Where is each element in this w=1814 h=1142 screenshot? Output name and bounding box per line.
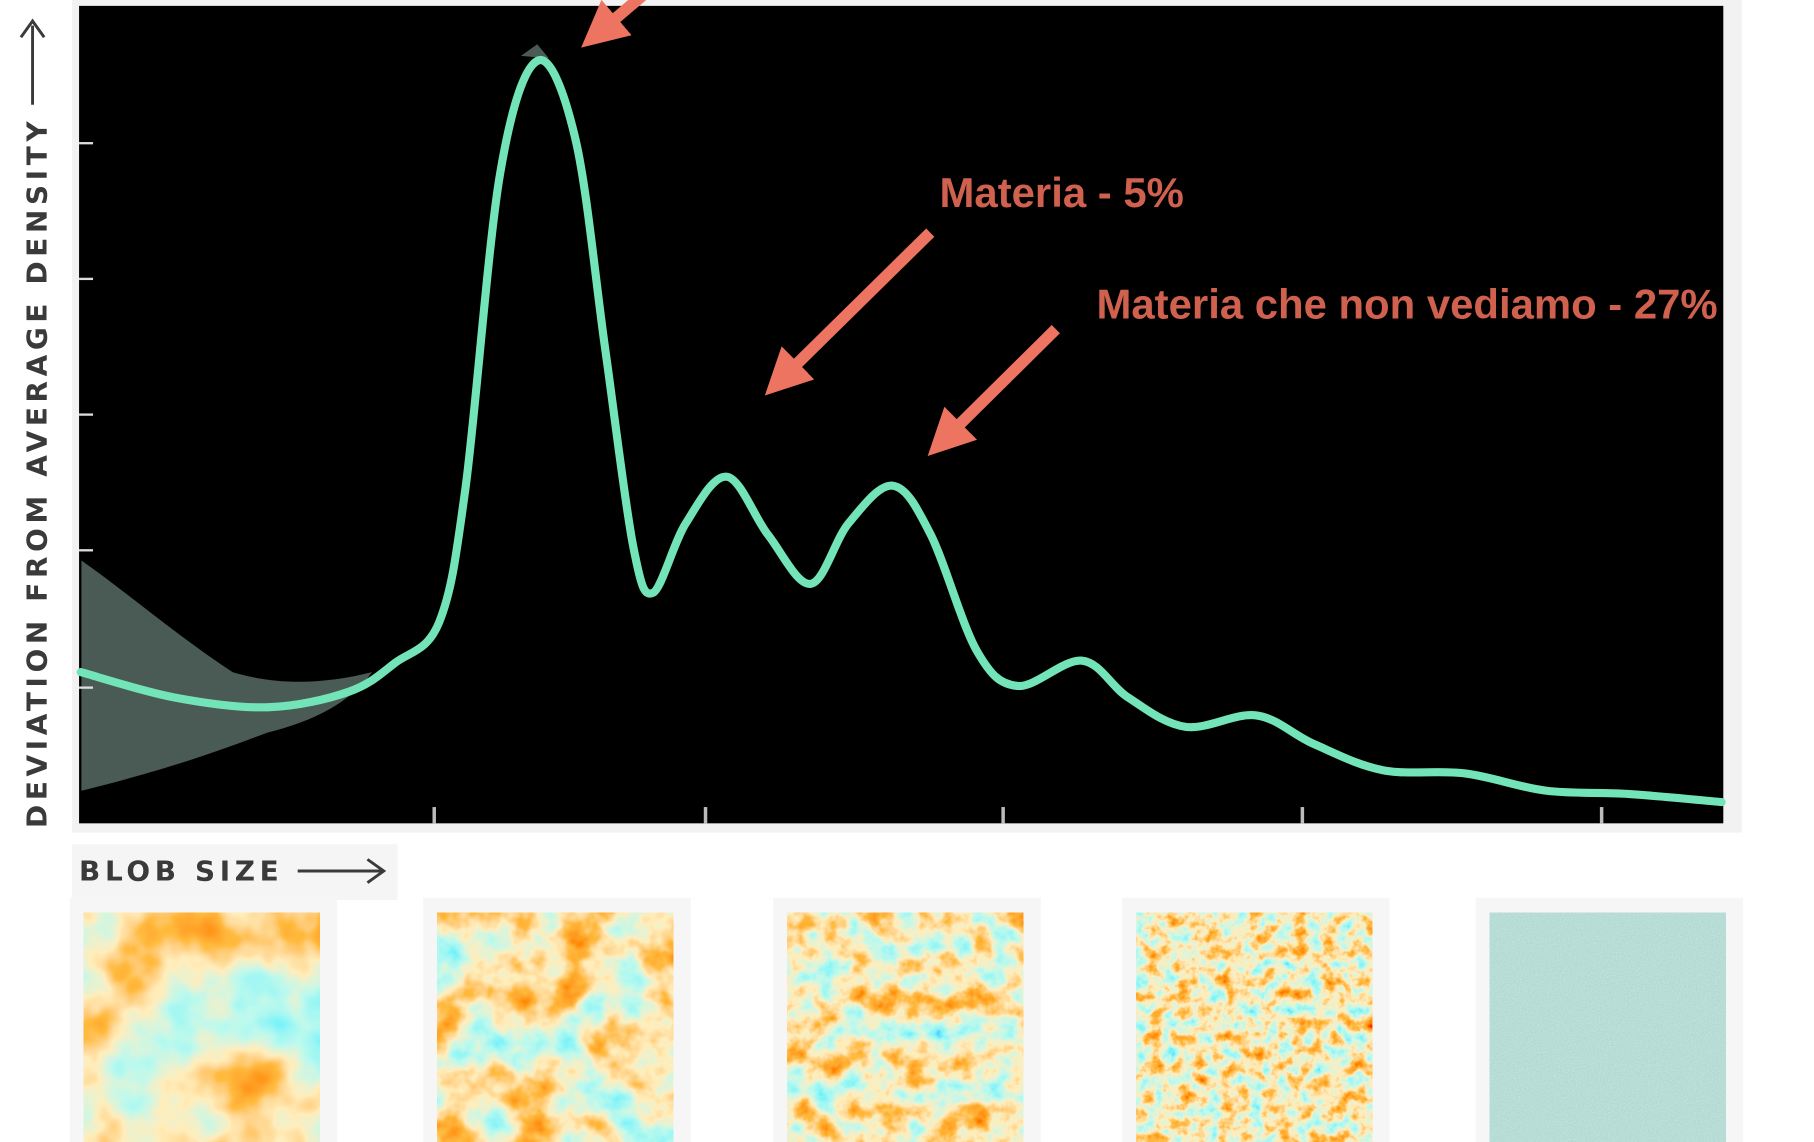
annotation: Materia che non vediamo - 27%: [1097, 281, 1718, 328]
x-axis-label: BLOB SIZE: [79, 854, 283, 887]
blob-image: [1136, 913, 1372, 1142]
chart: DEVIATION FROM AVERAGE DENSITY BLOB SIZE…: [0, 0, 1814, 1142]
blob-image: [84, 913, 320, 1142]
blob-image: [437, 913, 673, 1142]
y-axis-arrow: [21, 21, 44, 105]
annotation: Materia - 5%: [940, 169, 1184, 216]
y-axis-label: DEVIATION FROM AVERAGE DENSITY: [21, 117, 54, 828]
page: {"chart_data": { "type": "line", "y_labe…: [0, 0, 1814, 1142]
blob-image: [1490, 913, 1726, 1142]
blob-images: [70, 898, 1743, 1142]
blob-image: [787, 913, 1023, 1142]
